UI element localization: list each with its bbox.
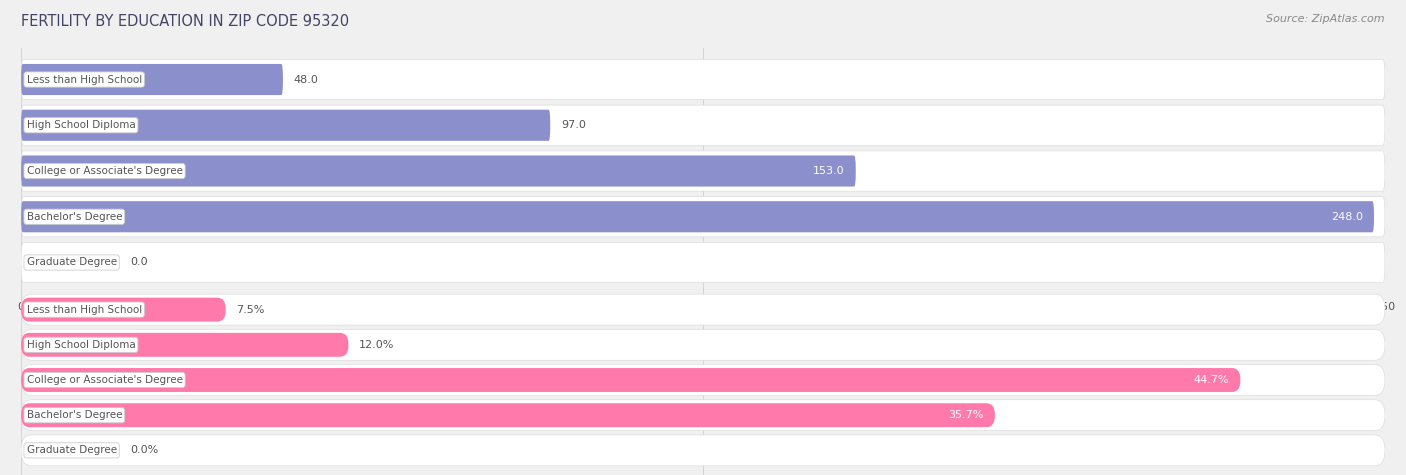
Text: 97.0: 97.0 <box>561 120 586 130</box>
Text: College or Associate's Degree: College or Associate's Degree <box>27 375 183 385</box>
FancyBboxPatch shape <box>21 368 1240 392</box>
FancyBboxPatch shape <box>21 329 1385 361</box>
Text: 0.0: 0.0 <box>131 257 148 267</box>
FancyBboxPatch shape <box>21 242 1385 283</box>
Text: Source: ZipAtlas.com: Source: ZipAtlas.com <box>1267 14 1385 24</box>
FancyBboxPatch shape <box>21 110 550 141</box>
Text: Graduate Degree: Graduate Degree <box>27 446 117 456</box>
Text: 44.7%: 44.7% <box>1194 375 1229 385</box>
FancyBboxPatch shape <box>21 364 1385 396</box>
FancyBboxPatch shape <box>21 197 1385 237</box>
Text: High School Diploma: High School Diploma <box>27 120 135 130</box>
Text: 7.5%: 7.5% <box>236 304 264 314</box>
Text: Graduate Degree: Graduate Degree <box>27 257 117 267</box>
FancyBboxPatch shape <box>21 294 1385 325</box>
Text: High School Diploma: High School Diploma <box>27 340 135 350</box>
FancyBboxPatch shape <box>21 403 995 427</box>
FancyBboxPatch shape <box>21 399 1385 431</box>
FancyBboxPatch shape <box>21 333 349 357</box>
Text: 48.0: 48.0 <box>294 75 319 85</box>
Text: 35.7%: 35.7% <box>949 410 984 420</box>
Text: Bachelor's Degree: Bachelor's Degree <box>27 410 122 420</box>
FancyBboxPatch shape <box>21 105 1385 145</box>
Text: 0.0%: 0.0% <box>131 446 159 456</box>
Text: 248.0: 248.0 <box>1331 212 1362 222</box>
Text: Bachelor's Degree: Bachelor's Degree <box>27 212 122 222</box>
FancyBboxPatch shape <box>21 298 225 322</box>
FancyBboxPatch shape <box>21 151 1385 191</box>
FancyBboxPatch shape <box>21 155 856 187</box>
FancyBboxPatch shape <box>21 64 283 95</box>
FancyBboxPatch shape <box>21 435 1385 466</box>
Text: Less than High School: Less than High School <box>27 75 142 85</box>
FancyBboxPatch shape <box>21 59 1385 100</box>
Text: 12.0%: 12.0% <box>360 340 395 350</box>
Text: 153.0: 153.0 <box>813 166 845 176</box>
Text: College or Associate's Degree: College or Associate's Degree <box>27 166 183 176</box>
Text: Less than High School: Less than High School <box>27 304 142 314</box>
FancyBboxPatch shape <box>21 201 1374 232</box>
Text: FERTILITY BY EDUCATION IN ZIP CODE 95320: FERTILITY BY EDUCATION IN ZIP CODE 95320 <box>21 14 349 29</box>
